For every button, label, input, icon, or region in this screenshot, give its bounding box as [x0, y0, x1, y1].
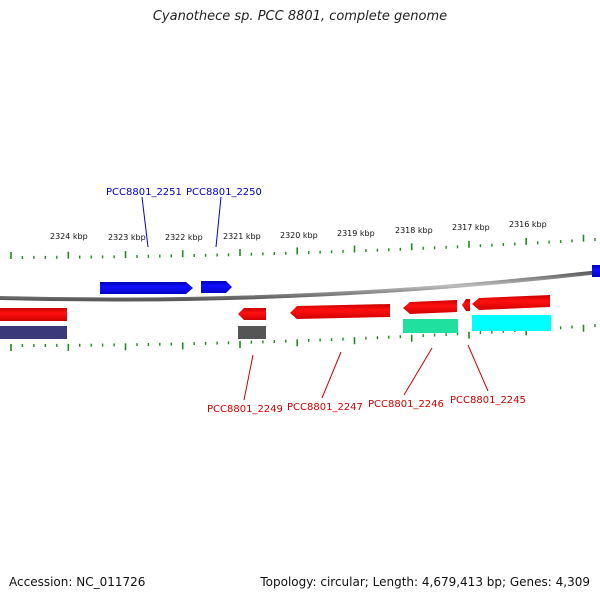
label-leader-line — [321, 351, 342, 399]
gene-arrow-reverse[interactable] — [403, 300, 457, 314]
scale-label: 2319 kbp — [337, 229, 375, 238]
scale-label: 2320 kbp — [280, 231, 318, 240]
gene-arrow-reverse[interactable] — [462, 299, 470, 311]
label-leader-line — [243, 354, 254, 401]
gene-label[interactable]: PCC8801_2247 — [287, 402, 363, 413]
feature-block-navy[interactable] — [0, 326, 67, 339]
gene-arrow-reverse[interactable] — [238, 308, 266, 320]
gene-block-reverse[interactable] — [0, 308, 67, 321]
map-title: Cyanothece sp. PCC 8801, complete genome — [152, 9, 448, 24]
gene-label[interactable]: PCC8801_2251 — [106, 187, 182, 198]
scale-ticks-bottom — [10, 324, 596, 351]
scale-label: 2321 kbp — [223, 232, 261, 241]
label-leader-line — [467, 344, 489, 392]
accession-text: Accession: NC_011726 — [9, 575, 146, 589]
scale-label: 2324 kbp — [50, 232, 88, 241]
feature-block-grey[interactable] — [238, 326, 266, 339]
label-leader-line — [215, 196, 222, 248]
gene-label[interactable]: PCC8801_2246 — [368, 399, 444, 410]
gene-arrow-forward[interactable] — [201, 281, 232, 293]
genome-stats-text: Topology: circular; Length: 4,679,413 bp… — [260, 575, 590, 589]
scale-label: 2317 kbp — [452, 223, 490, 232]
gene-arrow-reverse[interactable] — [290, 304, 390, 319]
scale-labels: 2324 kbp 2323 kbp 2322 kbp 2321 kbp 2320… — [50, 220, 547, 242]
gene-block-forward[interactable] — [592, 265, 600, 277]
scale-label: 2318 kbp — [395, 226, 433, 235]
label-leader-line — [141, 196, 149, 248]
gene-label[interactable]: PCC8801_2250 — [186, 187, 262, 198]
scale-label: 2316 kbp — [509, 220, 547, 229]
genome-backbone — [0, 270, 600, 302]
feature-block-teal[interactable] — [403, 319, 458, 333]
gene-arrow-forward[interactable] — [100, 282, 193, 294]
feature-block-cyan[interactable] — [472, 315, 551, 331]
scale-label: 2323 kbp — [108, 233, 146, 242]
gene-label[interactable]: PCC8801_2249 — [207, 404, 283, 415]
gene-arrow-reverse[interactable] — [472, 295, 550, 310]
scale-label: 2322 kbp — [165, 233, 203, 242]
gene-label[interactable]: PCC8801_2245 — [450, 395, 526, 406]
scale-ticks-top — [10, 234, 596, 259]
label-leader-line — [403, 347, 433, 396]
